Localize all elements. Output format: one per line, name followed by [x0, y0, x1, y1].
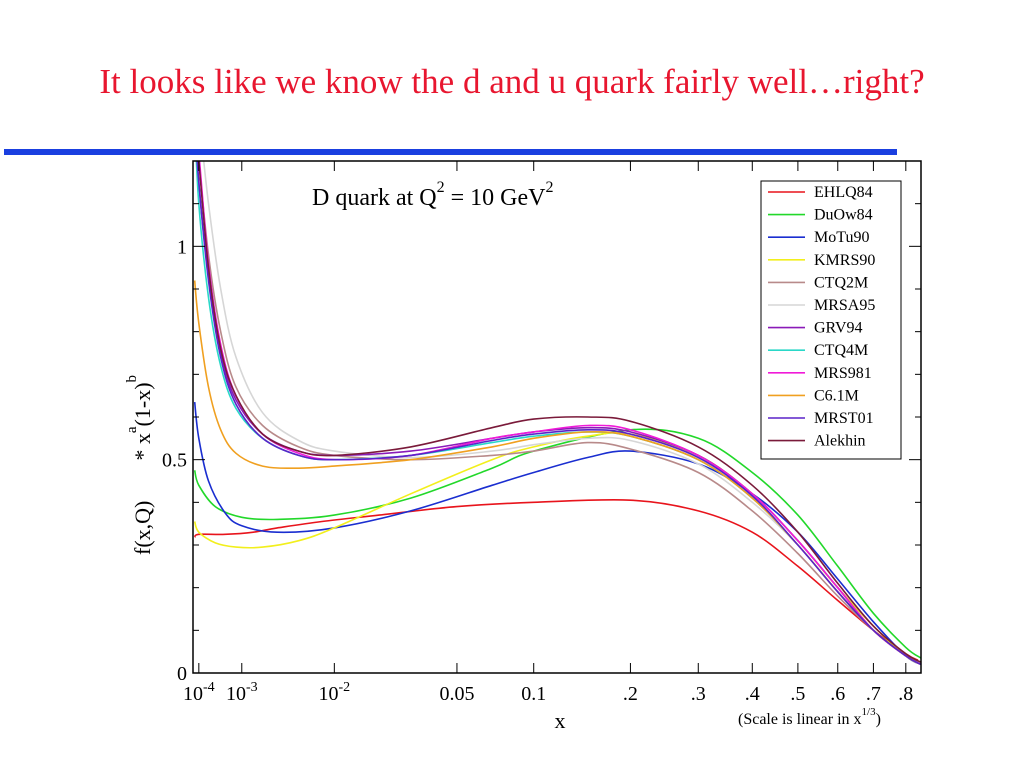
y-tick-label: 0.5 — [162, 450, 187, 472]
series-line-alekhin — [197, 161, 921, 664]
tick-group — [193, 160, 921, 674]
x-tick-label: .2 — [623, 683, 638, 705]
y-axis-label: f(x,Q)* xa(1-x)b — [124, 375, 155, 555]
y-tick-label: 1 — [177, 236, 187, 258]
legend-label: C6.1M — [814, 387, 859, 404]
x-tick-label: .7 — [866, 683, 881, 705]
series-line-mrs981 — [198, 161, 921, 666]
series-line-mrst01 — [196, 161, 921, 666]
tick-label-group: 10-4 10-3 10-2 0.05 0.1 .2 .3 .4 .5 .6 .7 .8 0 0.5 1 — [162, 236, 913, 705]
x-tick-label: .8 — [898, 683, 913, 705]
legend-label: DuOw84 — [814, 207, 873, 224]
x-tick-label: 10-2 — [318, 680, 350, 705]
series-line-duow84 — [193, 428, 921, 659]
x-tick-label: 0.1 — [521, 683, 546, 705]
chart-title: D quark at Q2 = 10 GeV2 — [312, 179, 554, 211]
legend-label: EHLQ84 — [814, 184, 873, 201]
legend-label: CTQ4M — [814, 342, 868, 359]
x-tick-label: .4 — [745, 683, 760, 705]
y-tick-label: 0 — [177, 663, 187, 685]
legend-label: MRSA95 — [814, 297, 875, 314]
x-tick-label: 10-3 — [226, 680, 258, 705]
legend-label: Alekhin — [814, 433, 866, 450]
legend-label: GRV94 — [814, 320, 863, 337]
x-tick-label: 10-4 — [183, 680, 215, 705]
x-tick-label: .6 — [830, 683, 845, 705]
x-axis-label: x — [555, 708, 566, 733]
series-group — [193, 161, 921, 666]
series-line-ehlq84 — [194, 498, 919, 661]
legend: EHLQ84 DuOw84 MoTu90 KMRS90 CTQ2M MRSA95 GRV94… — [768, 184, 875, 450]
x-tick-label: 0.05 — [439, 683, 474, 705]
slide-title: It looks like we know the d and u quark … — [99, 62, 925, 101]
legend-label: CTQ2M — [814, 274, 868, 291]
series-line-ctq2m — [197, 161, 921, 666]
legend-box — [760, 180, 902, 460]
scale-note: (Scale is linear in x1/3) — [738, 706, 881, 728]
x-tick-label: .3 — [691, 683, 706, 705]
series-line-motu90 — [193, 402, 921, 666]
legend-label: KMRS90 — [814, 252, 875, 269]
legend-label: MRST01 — [814, 410, 874, 427]
x-tick-label: .5 — [790, 683, 805, 705]
legend-label: MRS981 — [814, 365, 872, 382]
title-divider — [4, 149, 897, 155]
legend-label: MoTu90 — [814, 229, 869, 246]
